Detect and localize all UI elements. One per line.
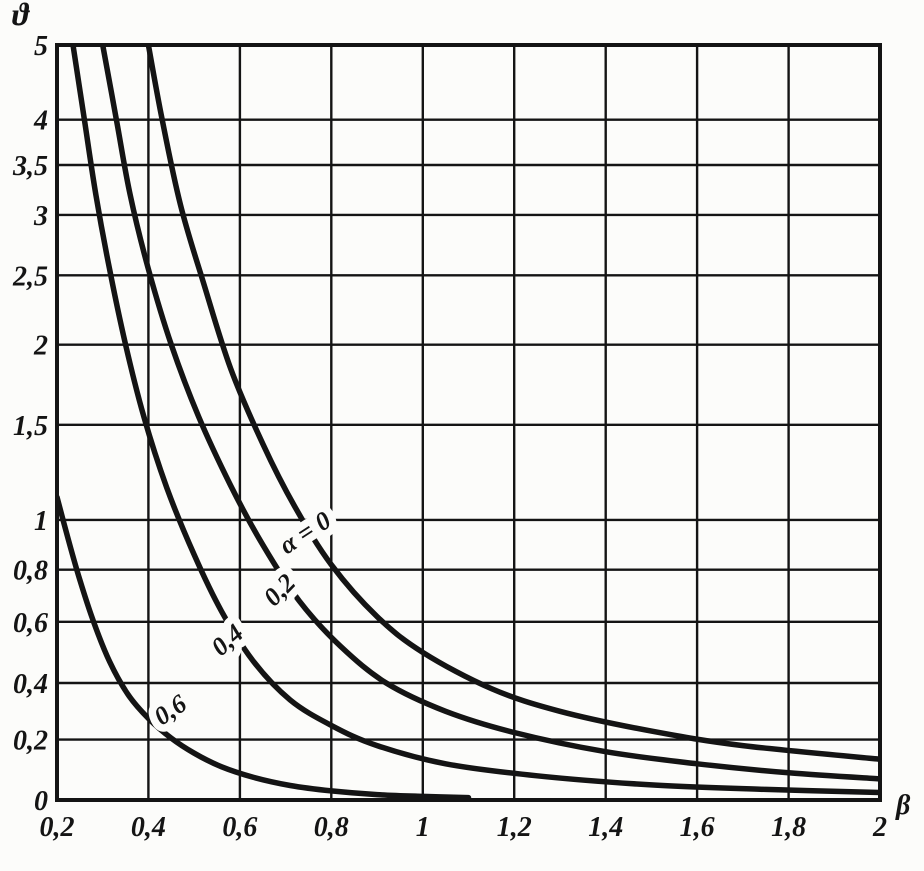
x-axis-title: β [896, 790, 911, 821]
x-tick-label: 1,8 [771, 812, 806, 843]
x-tick-label: 0,8 [314, 812, 349, 843]
x-tick-label: 1 [416, 812, 430, 843]
curve-series-1 [99, 43, 882, 782]
grid [55, 43, 882, 802]
x-tick-label: 1,4 [588, 812, 623, 843]
y-tick-label: 0,8 [13, 556, 48, 587]
y-tick-label: 3 [33, 201, 48, 232]
y-tick-label: 2,5 [12, 261, 48, 292]
curve-label: 0,4 [206, 618, 250, 661]
x-tick-label: 0,2 [40, 812, 75, 843]
y-tick-label: 1,5 [13, 411, 48, 442]
curve-series-3 [55, 494, 472, 801]
y-tick-label: 0,2 [13, 726, 48, 757]
y-tick-label: 4 [33, 106, 48, 137]
x-tick-label: 1,2 [497, 812, 532, 843]
curve-label: α = 0 [274, 505, 336, 559]
y-tick-label: 2 [33, 331, 48, 362]
y-tick-label: 1 [34, 506, 48, 537]
curves [55, 43, 882, 801]
y-tick-label: 5 [34, 31, 48, 62]
plot-frame [55, 43, 882, 802]
x-tick-label: 0,4 [131, 812, 166, 843]
y-tick-label: 3,5 [12, 151, 48, 182]
y-tick-label: 0 [34, 786, 48, 817]
curve-label: 0,2 [258, 568, 301, 612]
y-axis-title: ϑ [12, 0, 29, 32]
x-tick-label: 1,6 [680, 812, 715, 843]
y-tick-label: 0,4 [13, 669, 48, 700]
curve-series-0 [145, 43, 882, 762]
x-tick-label: 2 [872, 812, 887, 843]
x-tick-label: 0,6 [222, 812, 257, 843]
y-tick-label: 0,6 [13, 608, 48, 639]
curve-series-2 [70, 43, 882, 796]
